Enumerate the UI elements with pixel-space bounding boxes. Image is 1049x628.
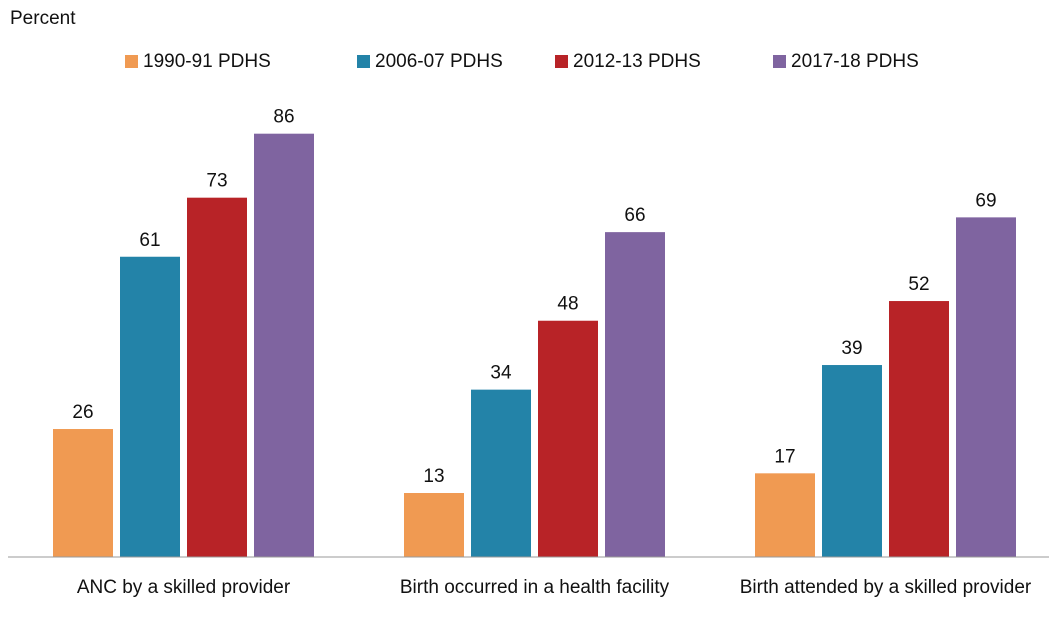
value-label: 48 <box>557 294 578 315</box>
value-label: 39 <box>841 338 862 359</box>
x-tick-label: Birth attended by a skilled provider <box>739 577 1032 598</box>
legend-swatch <box>125 55 138 68</box>
x-tick-label: Birth occurred in a health facility <box>399 577 670 598</box>
bar <box>605 232 665 557</box>
bar <box>471 389 531 557</box>
x-tick-label: ANC by a skilled provider <box>76 577 291 598</box>
legend-swatch <box>555 55 568 68</box>
value-label: 73 <box>206 171 227 192</box>
value-label: 66 <box>624 205 645 226</box>
value-label: 61 <box>139 230 160 251</box>
value-label: 52 <box>908 274 929 295</box>
bar <box>822 365 882 557</box>
bar <box>889 301 949 557</box>
legend-label: 2006-07 PDHS <box>375 51 503 72</box>
legend-label: 1990-91 PDHS <box>143 51 271 72</box>
legend-swatch <box>773 55 786 68</box>
value-label: 13 <box>423 466 444 487</box>
bar <box>404 493 464 557</box>
legend-label: 2012-13 PDHS <box>573 51 701 72</box>
bar <box>538 320 598 557</box>
legend-swatch <box>357 55 370 68</box>
value-label: 34 <box>490 363 512 384</box>
y-axis-label: Percent <box>10 8 76 29</box>
value-label: 17 <box>774 446 795 467</box>
value-label: 69 <box>975 190 996 211</box>
bar <box>956 217 1016 557</box>
bar <box>120 256 180 557</box>
value-label: 86 <box>273 107 294 128</box>
bar <box>187 197 247 557</box>
legend-label: 2017-18 PDHS <box>791 51 919 72</box>
bar <box>53 429 113 557</box>
value-label: 26 <box>72 402 93 423</box>
bar <box>755 473 815 557</box>
bar <box>254 133 314 557</box>
